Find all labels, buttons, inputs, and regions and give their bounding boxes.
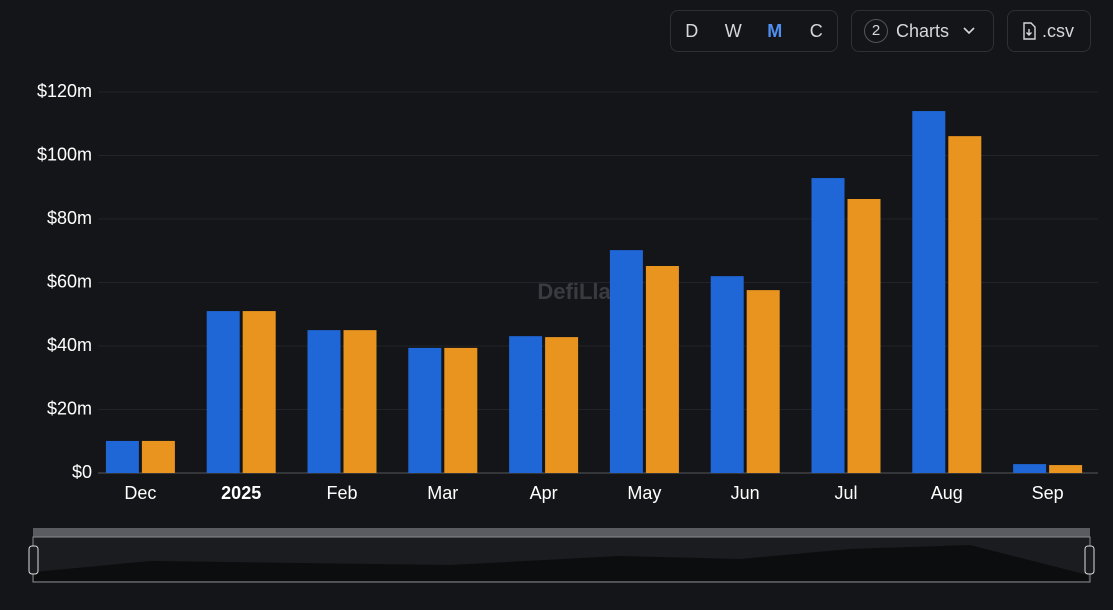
bar <box>1013 464 1047 473</box>
x-tick-label: May <box>627 483 661 503</box>
charts-count: 2 <box>864 19 888 43</box>
brush-handle[interactable] <box>1084 545 1095 575</box>
y-tick-label: $20m <box>47 398 92 418</box>
bar <box>645 265 679 473</box>
bar <box>847 198 881 473</box>
bar <box>509 336 543 473</box>
period-switch: D W M C <box>670 10 838 52</box>
bar <box>408 347 442 473</box>
chevron <box>963 27 975 35</box>
bar <box>811 178 845 474</box>
brush-handle[interactable] <box>28 545 39 575</box>
bar <box>948 136 982 473</box>
range-brush[interactable] <box>28 528 1095 583</box>
charts-button[interactable]: 2 Charts <box>851 10 994 52</box>
brush-preview <box>34 545 1088 581</box>
x-tick-label: 2025 <box>221 483 261 503</box>
x-tick-label: Mar <box>427 483 458 503</box>
x-tick-label: Sep <box>1032 483 1064 503</box>
x-tick-label: Dec <box>124 483 156 503</box>
period-button[interactable]: D <box>685 20 699 41</box>
csv-button[interactable]: .csv <box>1007 10 1091 52</box>
bar <box>609 250 643 473</box>
bar <box>1049 465 1083 473</box>
bar <box>105 440 139 473</box>
bar <box>307 330 341 473</box>
bar <box>912 111 946 474</box>
charts-label: Charts <box>896 20 950 41</box>
brush-bar <box>33 528 1090 537</box>
period-button[interactable]: C <box>809 20 823 41</box>
x-tick-label: Jul <box>834 483 857 503</box>
download-icon <box>1023 22 1036 40</box>
watermark: DefiLlama <box>537 279 643 304</box>
period-button[interactable]: W <box>724 20 742 41</box>
brush-area <box>32 536 1091 583</box>
y-tick-label: $40m <box>47 335 92 355</box>
x-tick-label: Feb <box>326 483 357 503</box>
bar <box>141 440 175 473</box>
y-tick-label: $0 <box>72 462 92 482</box>
x-tick-label: Jun <box>731 483 760 503</box>
bar <box>710 276 744 473</box>
y-tick-label: $60m <box>47 271 92 291</box>
bar <box>746 290 780 473</box>
bar <box>242 311 276 473</box>
bar <box>444 347 478 473</box>
x-tick-label: Apr <box>530 483 558 503</box>
y-tick-label: $80m <box>47 208 92 228</box>
y-tick-label: $120m <box>37 81 92 101</box>
x-tick-label: Aug <box>931 483 963 503</box>
csv-label: .csv <box>1042 20 1075 41</box>
bar <box>343 330 377 473</box>
period-button[interactable]: M <box>767 20 783 41</box>
bar <box>206 311 240 473</box>
y-tick-label: $100m <box>37 144 92 164</box>
bar <box>545 337 579 473</box>
